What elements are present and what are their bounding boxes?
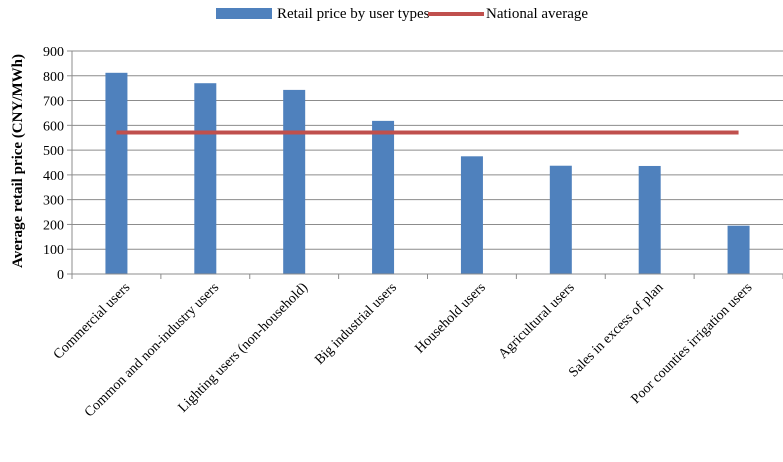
x-category-label-4: Household users [412,280,488,356]
bar-2 [283,89,306,274]
bar-3 [372,120,395,274]
y-tick-label-300: 300 [43,194,64,209]
y-tick-label-0: 0 [57,268,64,283]
bar-0 [105,72,128,274]
y-tick-label-900: 900 [43,45,64,60]
y-tick-label-100: 100 [43,243,64,258]
y-axis-ticks: 0 100 200 300 400 500 600 700 800 900 [43,45,72,283]
y-tick-label-600: 600 [43,119,64,134]
y-tick-label-200: 200 [43,218,64,233]
legend-swatch-bars [216,8,272,19]
y-tick-label-800: 800 [43,70,64,85]
y-tick-label-400: 400 [43,169,64,184]
x-category-label-0: Commercial users [51,280,133,362]
bar-7 [727,225,750,274]
bar-6 [638,165,661,274]
legend: Retail price by user types National aver… [216,6,588,22]
bar-1 [194,83,217,274]
gridlines [72,50,783,250]
axes [71,51,783,279]
legend-label-line: National average [486,6,588,22]
bar-4 [460,156,483,274]
y-axis-title: Average retail price (CNY/MWh) [10,54,26,268]
bar-5 [549,165,572,274]
y-tick-label-500: 500 [43,144,64,159]
x-category-label-5: Agricultural users [496,280,578,362]
x-category-label-6: Sales in excess of plan [566,280,666,380]
x-category-label-3: Big industrial users [312,280,400,368]
y-tick-label-700: 700 [43,95,64,110]
bar-series [105,72,750,274]
legend-label-bars: Retail price by user types [277,6,430,22]
